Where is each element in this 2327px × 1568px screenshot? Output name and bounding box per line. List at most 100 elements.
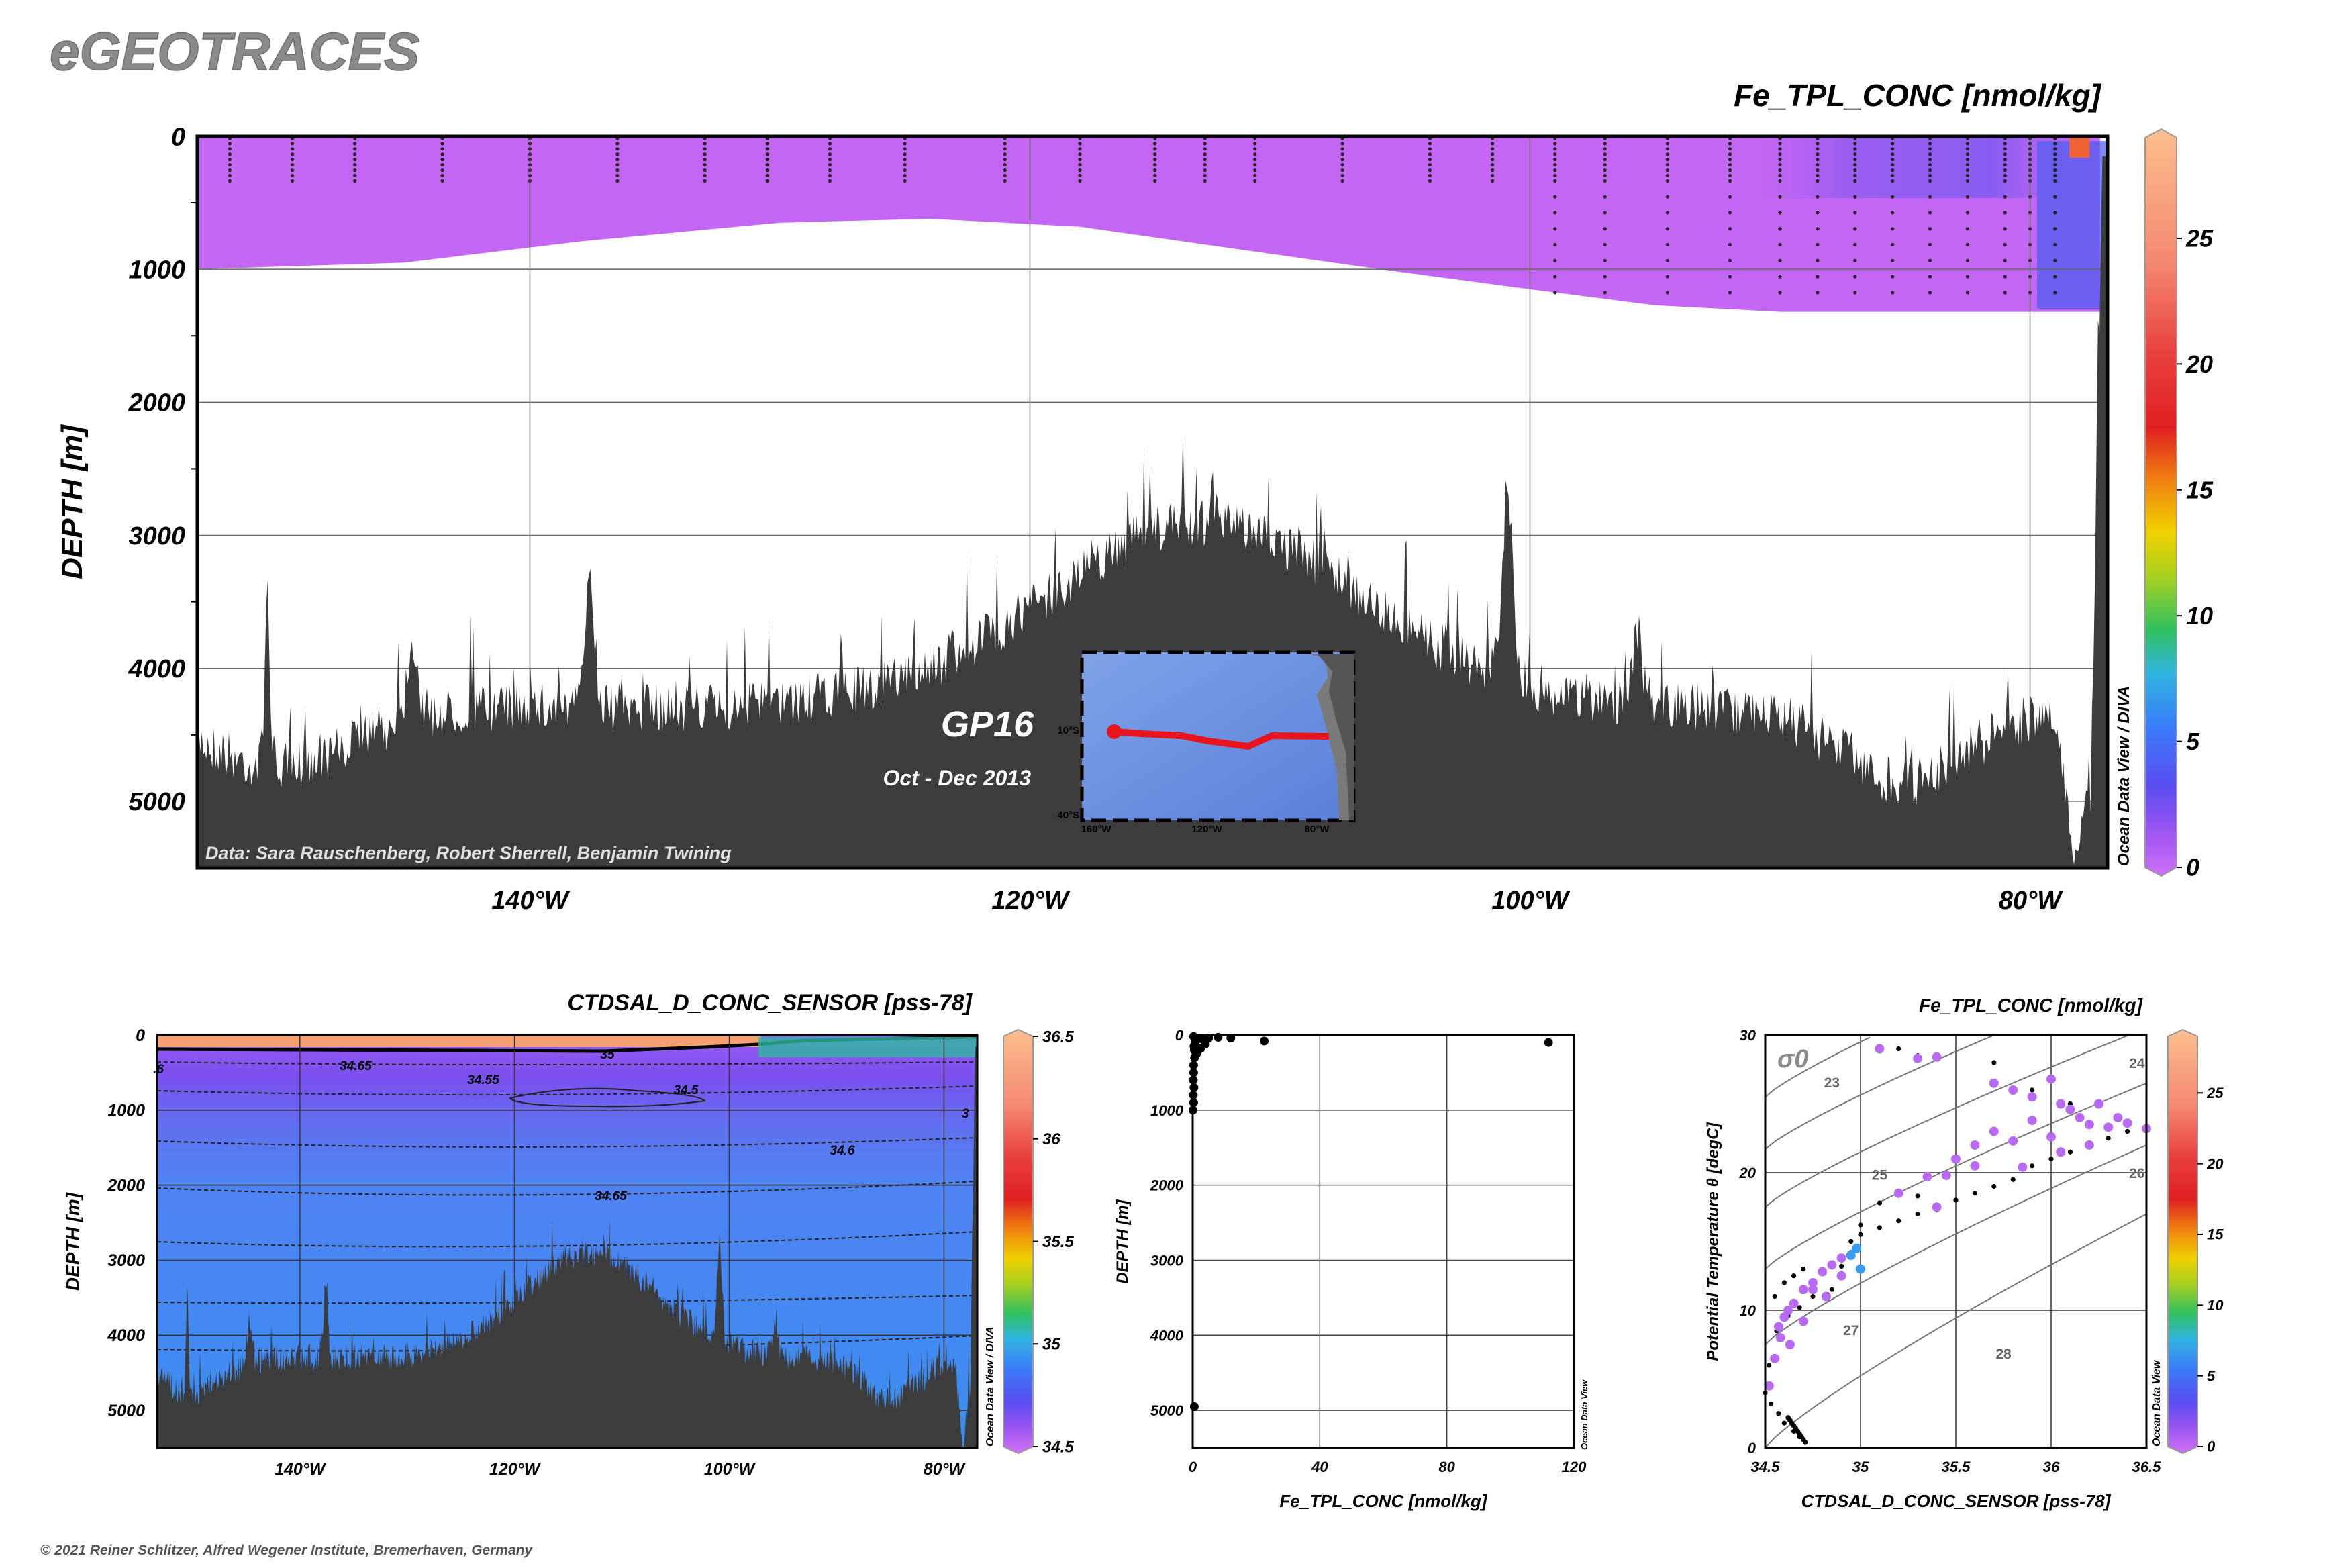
station-dot	[703, 142, 707, 146]
station-dot	[1491, 147, 1495, 151]
ts-point-uncolored	[1797, 1434, 1802, 1440]
station-dot	[615, 168, 620, 173]
station-dot	[1928, 195, 1932, 199]
station-dot	[1553, 275, 1557, 279]
ts-frame	[1764, 1034, 2148, 1449]
station-dot	[1253, 142, 1257, 146]
station-dot	[1491, 173, 1495, 178]
ts-point-colored	[1922, 1172, 1932, 1182]
station-dot	[1965, 275, 1969, 279]
station-dot	[1853, 147, 1857, 151]
ts-colorbar-ticks: 0 5 10 15 20 25	[2197, 1085, 2224, 1455]
station-dot	[2053, 258, 2057, 262]
station-dot	[1928, 142, 1932, 146]
ts-point-colored	[1970, 1161, 1980, 1171]
x-tick-label: 40	[1311, 1459, 1328, 1475]
fe-section-title: Fe_TPL_CONC [nmol/kg]	[1734, 78, 2102, 113]
station-dot	[1078, 147, 1082, 151]
station-dot	[1603, 158, 1607, 162]
inset-lon-label-2: 120°W	[1191, 824, 1222, 835]
ts-point-colored	[1798, 1285, 1808, 1295]
ts-point-colored	[1836, 1271, 1846, 1281]
station-dot	[1078, 168, 1082, 173]
station-dot	[1891, 168, 1895, 173]
station-dot	[1428, 158, 1432, 162]
station-dot	[1203, 158, 1207, 162]
station-dot	[1853, 179, 1857, 183]
y-tick-label: 0	[1175, 1027, 1184, 1044]
ts-point-colored	[1764, 1381, 1774, 1391]
ts-point-uncolored	[1896, 1046, 1901, 1052]
station-dot	[1340, 173, 1344, 178]
station-dot	[1428, 168, 1432, 173]
profile-point	[1189, 1061, 1198, 1070]
station-dot	[1891, 242, 1895, 247]
inset-map: 10°S 40°S 160°W 120°W 80°W	[1057, 650, 1356, 835]
colorbar-tick-label: 20	[2185, 350, 2213, 378]
station-dot	[1928, 152, 1932, 156]
station-dot	[1153, 173, 1157, 178]
station-dot	[1491, 152, 1495, 156]
ts-points-uncolored	[1763, 1046, 2130, 1445]
station-dot	[1816, 179, 1820, 183]
fe-colorbar-ticks: 0 5 10 15 20 25	[2177, 225, 2214, 881]
profile-point	[1189, 1402, 1199, 1411]
ts-point-colored	[1989, 1126, 1999, 1136]
station-dot	[1891, 147, 1895, 151]
colorbar-tick-label: 5	[2207, 1367, 2216, 1384]
y-tick-label: 0	[136, 1026, 145, 1045]
station-dot	[1891, 211, 1895, 215]
station-dot	[1203, 152, 1207, 156]
station-dot	[353, 163, 357, 167]
salinity-section-ylabel: DEPTH [m]	[62, 1191, 83, 1291]
station-dot	[703, 179, 707, 183]
station-dot	[1665, 147, 1669, 151]
station-dot	[1728, 275, 1732, 279]
station-dot	[1965, 147, 1969, 151]
station-dot	[353, 147, 357, 151]
ts-point-uncolored	[1802, 1440, 1808, 1445]
ts-point-colored	[2046, 1074, 2056, 1084]
station-dot	[615, 158, 620, 162]
station-dot	[1553, 195, 1557, 199]
station-dot	[2053, 291, 2057, 295]
ts-ylabel: Potential Temperature θ [degC]	[1704, 1122, 1722, 1361]
station-dot	[1778, 195, 1782, 199]
station-dot	[1778, 258, 1782, 262]
contour-label: 34.65	[340, 1059, 372, 1073]
station-dot	[1853, 142, 1857, 146]
station-dot	[1891, 195, 1895, 199]
salinity-colorbar-vertical-label: Ocean Data View / DIVA	[985, 1326, 996, 1447]
ts-point-uncolored	[1767, 1363, 1772, 1368]
station-dot	[353, 142, 357, 146]
fe-profile-ylabel: DEPTH [m]	[1113, 1199, 1132, 1283]
station-dot	[1778, 168, 1782, 173]
contour-label: 34.6	[830, 1144, 855, 1158]
station-dot	[2053, 227, 2057, 231]
station-dot	[1965, 211, 1969, 215]
ts-point-uncolored	[1848, 1238, 1854, 1244]
profile-point	[1188, 1106, 1197, 1115]
ts-point-uncolored	[2106, 1136, 2111, 1141]
station-dot	[1816, 242, 1820, 247]
y-tick-label: 2000	[1150, 1177, 1184, 1194]
station-dot	[1728, 147, 1732, 151]
station-dot	[1665, 179, 1669, 183]
station-dot	[1816, 168, 1820, 173]
station-dot	[615, 173, 620, 178]
ts-point-colored	[2113, 1113, 2123, 1122]
station-dot	[2003, 242, 2007, 247]
station-dot	[1965, 291, 1969, 295]
fe-coastal-gradient	[2037, 141, 2108, 309]
station-dot	[615, 147, 620, 151]
station-dot	[290, 142, 295, 146]
fe-profile-points	[1188, 1032, 1553, 1411]
ts-colorbar: 0 5 10 15 20 25 Ocean Data View	[2151, 1028, 2224, 1455]
station-dot	[1153, 158, 1157, 162]
station-dot	[765, 179, 769, 183]
profile-point	[1189, 1075, 1198, 1085]
station-dot	[903, 179, 907, 183]
contour-label: 3	[962, 1107, 969, 1121]
ts-point-uncolored	[2030, 1087, 2035, 1093]
y-tick-label: 0	[1748, 1440, 1756, 1457]
